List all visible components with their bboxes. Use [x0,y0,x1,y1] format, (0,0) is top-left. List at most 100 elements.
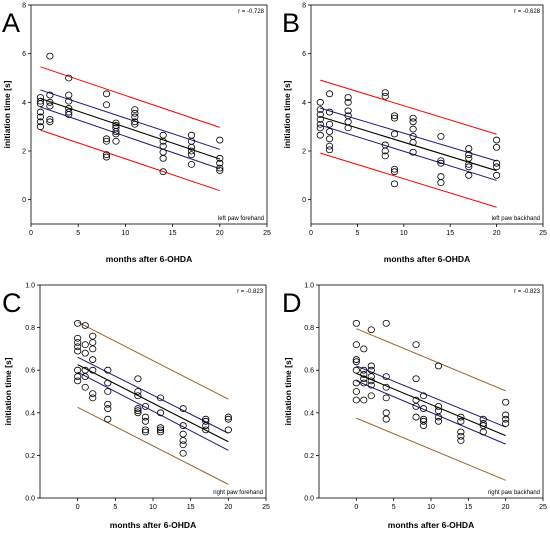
data-point [479,428,487,436]
x-tick-label: 15 [446,230,454,237]
data-point [352,366,360,374]
data-point [390,114,399,122]
data-point [104,400,112,408]
data-point [159,154,167,162]
data-point [479,420,487,427]
data-point [360,366,368,374]
data-point [502,420,510,427]
confidence-band-upper [40,89,220,150]
data-point [224,413,232,421]
data-point [216,154,224,162]
data-point [382,383,390,391]
y-tick-label: 0.8 [25,325,35,332]
data-point [382,373,390,380]
data-point [134,375,142,383]
correlation-label: r = -0,728 [238,9,265,15]
data-point [46,118,54,126]
data-point [465,171,473,179]
data-point [156,428,165,436]
data-point [492,163,501,171]
data-point [89,339,97,346]
data-point [74,339,82,346]
x-tick-label: 25 [539,230,547,237]
data-point [159,131,167,139]
panel-annotation: right paw forehand [213,490,263,496]
y-tick-label: 0.4 [304,410,314,417]
data-point [412,413,420,421]
data-point [102,137,111,145]
data-point [179,449,187,457]
data-point [74,347,82,355]
data-point [344,124,352,132]
data-point [382,319,390,327]
data-point [360,396,368,404]
data-point [112,119,120,127]
data-point [457,417,465,425]
data-point [390,180,399,188]
prediction-band-upper [77,321,229,400]
x-tick-label: 0 [29,230,33,237]
data-point [325,146,334,154]
data-point [216,167,224,174]
x-tick-label: 10 [400,230,408,237]
y-axis-title: initiation time [s] [2,80,12,148]
data-point [382,415,390,423]
prediction-band-upper [320,79,497,135]
y-tick-label: 0 [302,197,306,204]
data-point [381,89,389,96]
data-point [381,152,389,160]
data-point [179,422,187,429]
data-point [202,417,210,425]
data-point [325,128,334,135]
data-point [187,131,196,139]
data-point [409,139,417,146]
plot-frame [310,4,544,225]
data-point [492,159,501,167]
x-tick-label: 25 [263,230,271,237]
data-point [74,343,82,351]
data-point [89,394,97,402]
data-point [419,392,428,400]
data-point [325,142,334,150]
data-point [156,409,165,417]
panel-d: 0 5 10 15 20 25 0.0 0.2 0.4 0.6 0.8 1.0 r = -0.823 ri… [282,283,547,531]
y-tick-label: 8 [302,3,306,10]
panel-a: 0 5 10 15 20 25 0 2 4 6 8 r = -0,728 left paw foreha… [2,3,271,265]
panel-annotation: left paw forehand [218,216,264,222]
data-point [156,424,165,432]
data-point [316,131,324,139]
data-point [434,407,443,415]
data-point [325,90,334,98]
data-point [104,379,112,387]
data-point [131,120,139,128]
prediction-band-upper [40,66,220,128]
panel-annotation: left paw backhand [492,216,540,222]
data-point [409,125,417,133]
data-point [131,113,139,121]
data-point [344,94,352,101]
data-point [112,137,120,145]
plot-frame [30,4,268,225]
correlation-label: r = -0.823 [237,289,264,295]
data-point [434,413,443,421]
panel-letter: B [282,8,300,38]
regression-line [40,97,220,160]
x-tick-label: 25 [262,504,270,511]
x-tick-label: 0 [76,504,80,511]
data-point [36,97,45,105]
x-tick-label: 15 [187,504,195,511]
data-point [104,405,112,412]
data-point [457,432,465,440]
data-point [102,135,111,143]
data-point [104,415,112,423]
panel-letter: C [2,288,22,318]
data-point [36,113,45,121]
data-point [412,403,420,410]
data-point [382,394,390,402]
data-point [381,92,389,100]
data-point [325,135,334,143]
data-point [216,136,224,144]
data-point [179,441,187,449]
data-point [465,160,473,168]
data-point [352,358,360,366]
